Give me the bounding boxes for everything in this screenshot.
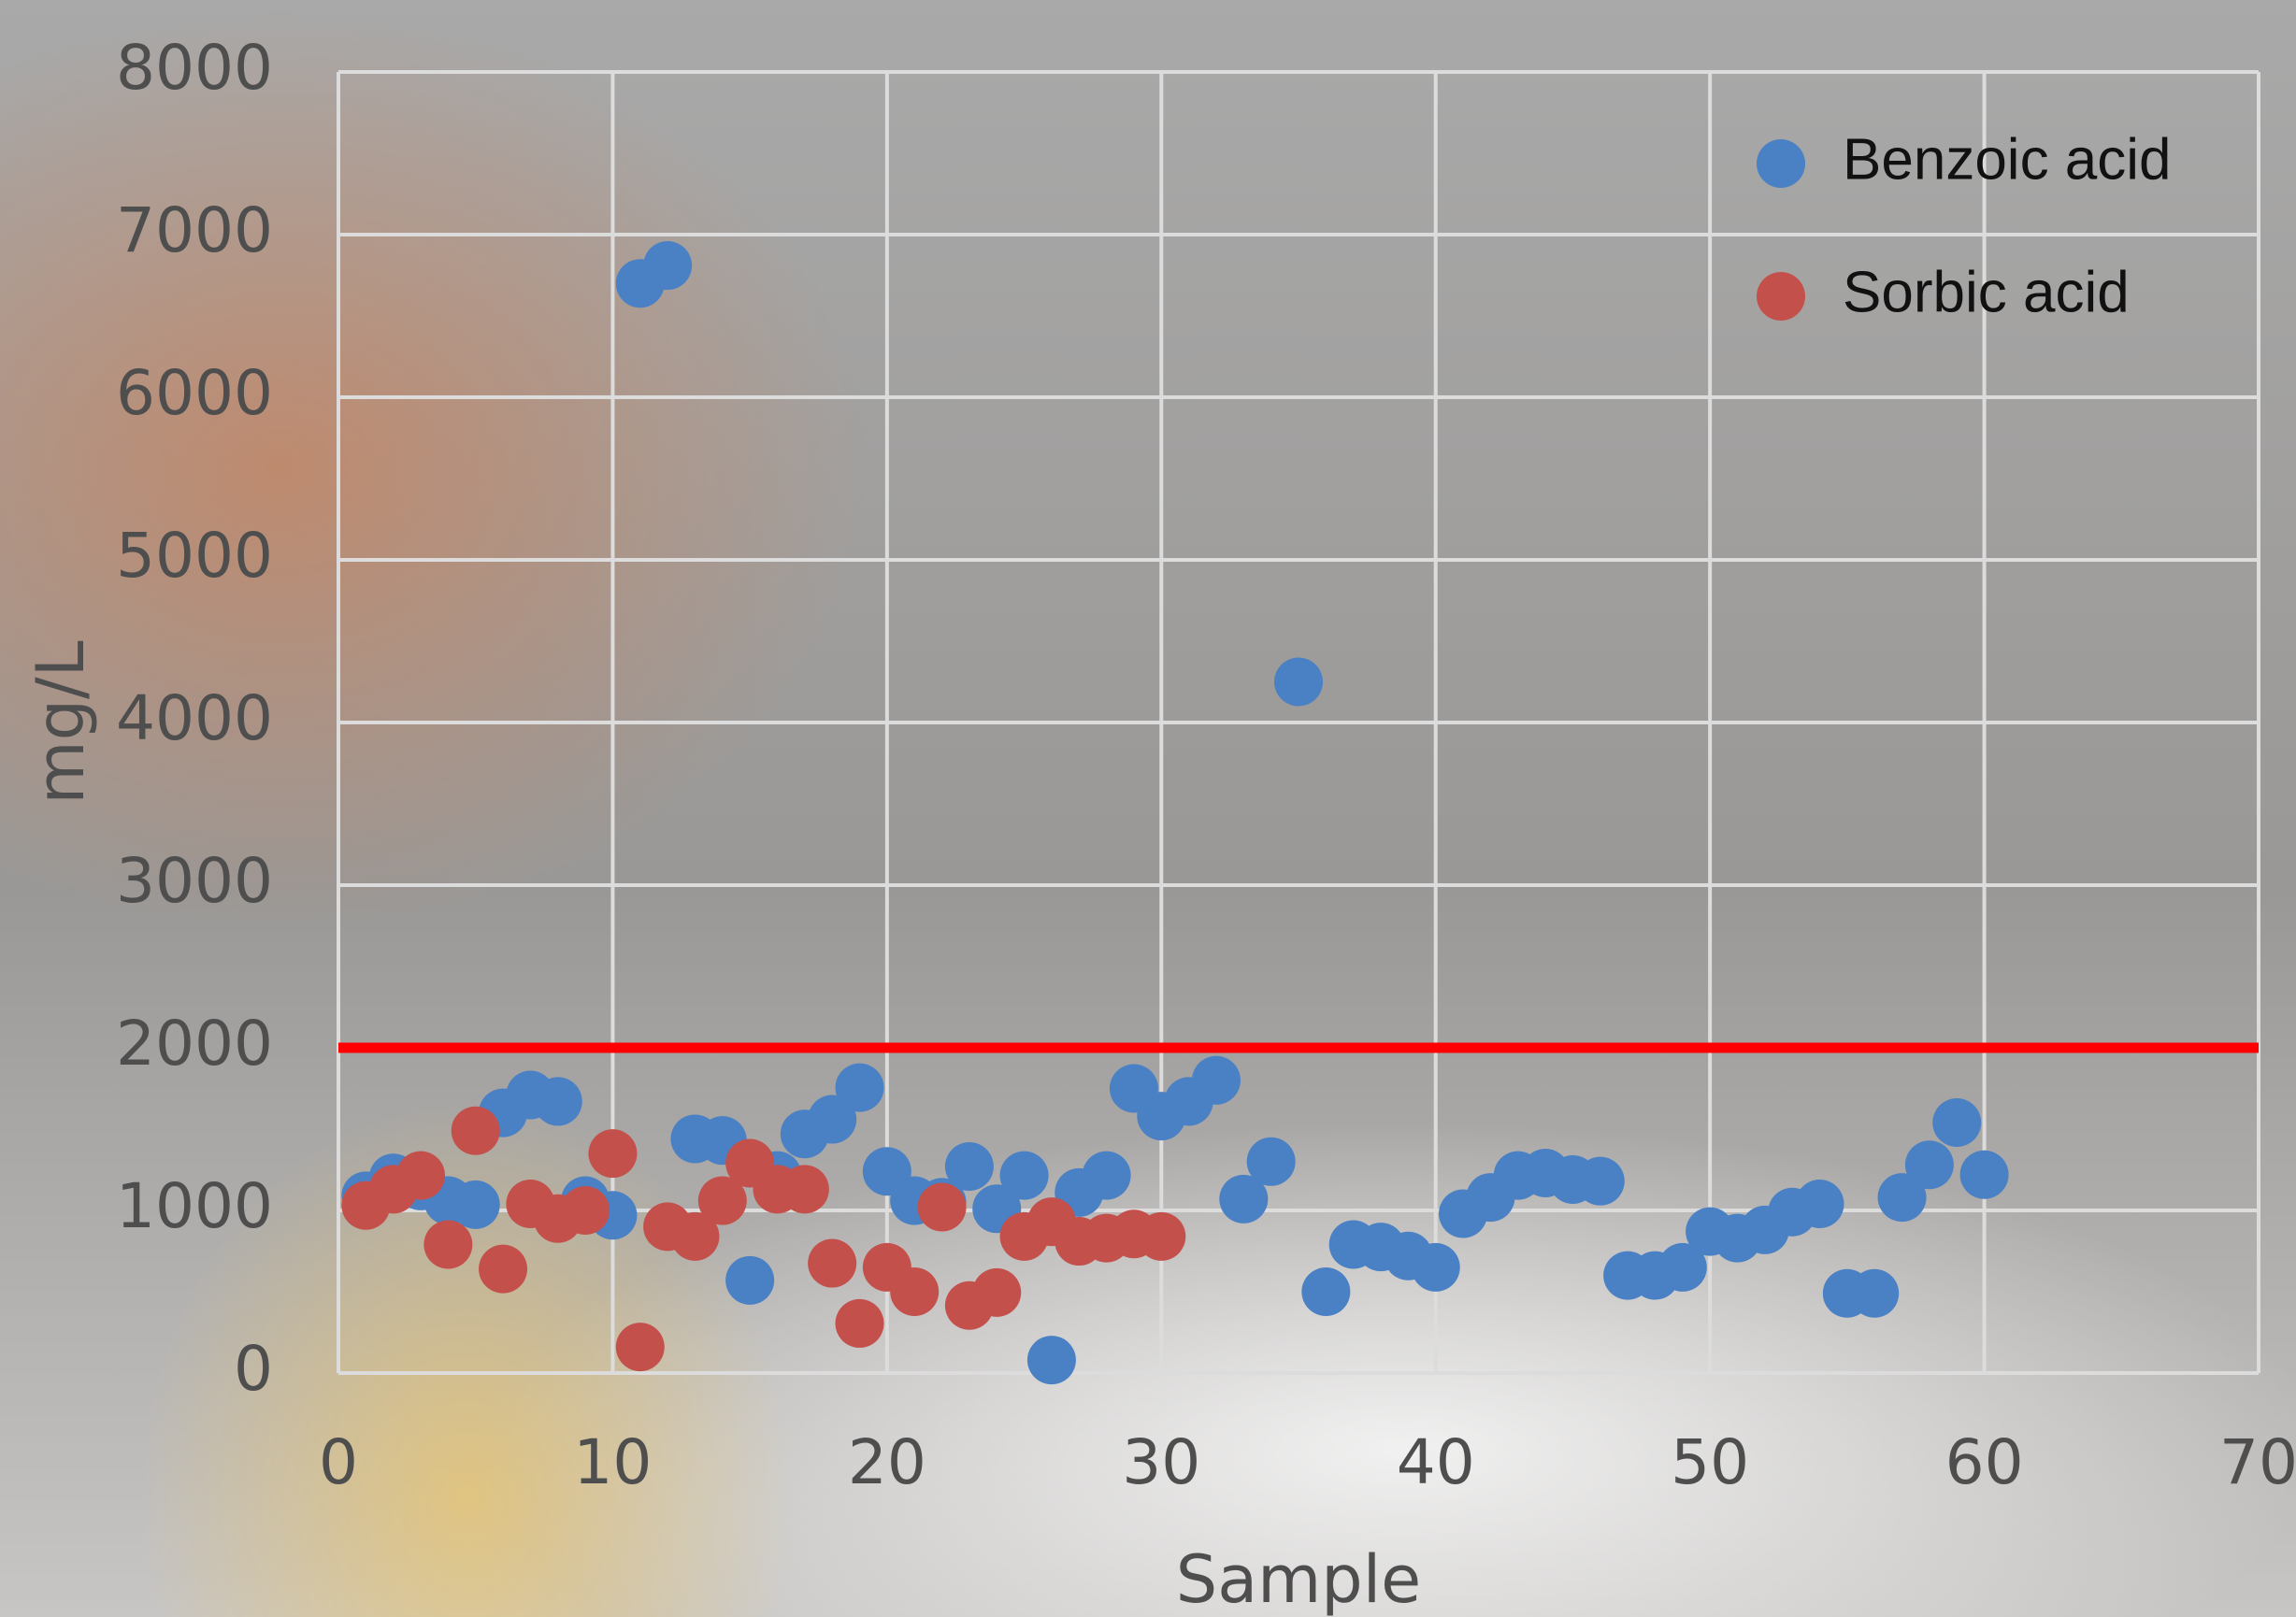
data-point: [836, 1064, 884, 1112]
y-tick-label: 5000: [116, 520, 273, 592]
legend-label: Sorbic acid: [1843, 260, 2130, 324]
y-tick-label: 1000: [116, 1170, 273, 1242]
data-point: [1960, 1151, 2009, 1199]
data-point: [808, 1239, 856, 1288]
data-point: [423, 1221, 472, 1269]
x-tick-label: 10: [573, 1426, 652, 1498]
data-point: [1301, 1267, 1350, 1316]
y-tick-label: 2000: [116, 1008, 273, 1080]
x-tick-label: 0: [319, 1426, 358, 1498]
x-tick-label: 70: [2219, 1426, 2296, 1498]
data-point: [534, 1077, 582, 1125]
data-point: [1274, 658, 1323, 707]
data-point: [1850, 1269, 1899, 1318]
legend-label: Benzoic acid: [1843, 127, 2172, 192]
data-point: [1027, 1336, 1076, 1384]
data-point: [1905, 1140, 1954, 1189]
data-point: [396, 1152, 445, 1200]
data-point: [972, 1268, 1021, 1317]
data-point: [1412, 1243, 1460, 1292]
data-point: [945, 1142, 994, 1191]
x-axis-title: Sample: [1176, 1541, 1421, 1617]
data-point: [1137, 1212, 1185, 1261]
data-point: [1000, 1152, 1049, 1200]
x-tick-label: 40: [1397, 1426, 1475, 1498]
y-tick-label: 6000: [116, 357, 273, 429]
y-tick-label: 3000: [116, 845, 273, 917]
chart: Sample mg/L 0100020003000400050006000700…: [0, 0, 2296, 1617]
data-point: [616, 1323, 665, 1371]
data-point: [561, 1186, 610, 1235]
data-point: [452, 1107, 500, 1155]
data-point: [1796, 1180, 1844, 1228]
data-point: [1932, 1098, 1981, 1147]
x-tick-label: 30: [1122, 1426, 1200, 1498]
y-tick-label: 8000: [116, 32, 273, 104]
data-point: [890, 1267, 939, 1316]
data-point: [1576, 1157, 1625, 1206]
y-tick-label: 7000: [116, 194, 273, 266]
data-point: [643, 241, 692, 290]
x-tick-label: 20: [848, 1426, 926, 1498]
y-tick-label: 4000: [116, 682, 273, 754]
legend-marker: [1757, 272, 1805, 321]
legend-marker: [1757, 139, 1805, 188]
data-point: [1083, 1152, 1131, 1200]
page: Sample mg/L 0100020003000400050006000700…: [0, 0, 2296, 1617]
x-tick-label: 50: [1671, 1426, 1749, 1498]
data-point: [588, 1129, 637, 1178]
data-point: [918, 1183, 967, 1232]
y-tick-label: 0: [234, 1333, 273, 1405]
data-point: [836, 1299, 884, 1348]
data-point: [725, 1256, 774, 1305]
data-point: [452, 1181, 500, 1229]
data-point: [1192, 1056, 1241, 1105]
x-tick-label: 60: [1945, 1426, 2024, 1498]
data-point: [781, 1165, 829, 1213]
data-point: [479, 1245, 527, 1294]
data-point: [1247, 1138, 1296, 1186]
y-axis-title: mg/L: [22, 640, 99, 804]
